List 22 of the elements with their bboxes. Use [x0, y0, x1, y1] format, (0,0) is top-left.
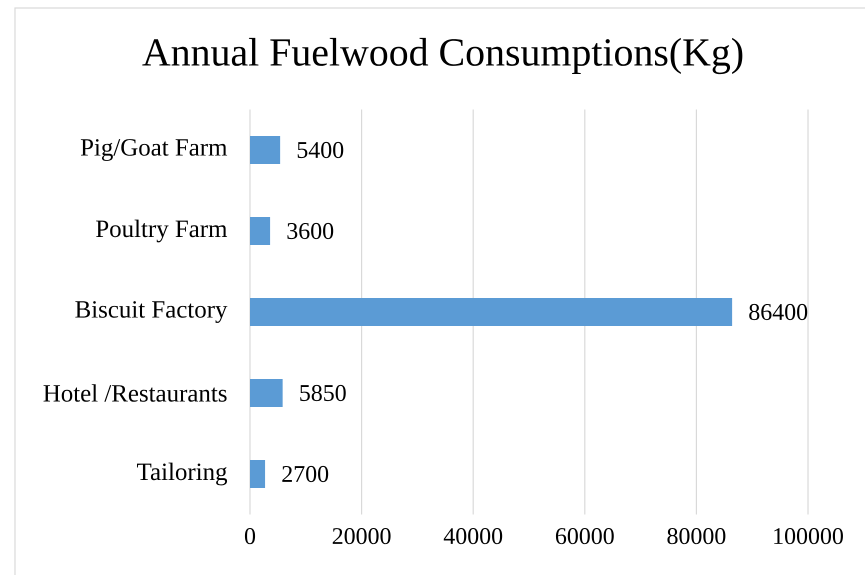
x-tick-label: 40000 — [444, 528, 502, 544]
chart-title: Annual Fuelwood Consumptions(Kg) — [142, 38, 742, 74]
bar — [250, 460, 266, 488]
bar — [250, 298, 732, 326]
y-tick-label: Biscuit Factory — [75, 301, 228, 323]
y-tick-label: Pig/Goat Farm — [80, 139, 228, 161]
data-label: 3600 — [287, 222, 334, 240]
data-label: 5400 — [298, 142, 344, 158]
bar — [250, 136, 280, 164]
x-tick-label: 100000 — [774, 528, 843, 544]
y-tick-label: Tailoring — [136, 462, 228, 486]
data-label: 86400 — [749, 304, 808, 320]
bar — [250, 217, 270, 246]
x-tick-label: 60000 — [556, 528, 614, 544]
bar — [250, 379, 283, 408]
data-label: 2700 — [282, 466, 328, 482]
data-label: 5850 — [300, 384, 346, 402]
y-tick-label: Poultry Farm — [96, 220, 228, 242]
x-tick-label: 20000 — [332, 528, 391, 544]
y-tick-label: Hotel /Restaurants — [44, 384, 227, 402]
x-tick-label: 0 — [244, 528, 256, 544]
x-tick-label: 80000 — [667, 528, 726, 544]
